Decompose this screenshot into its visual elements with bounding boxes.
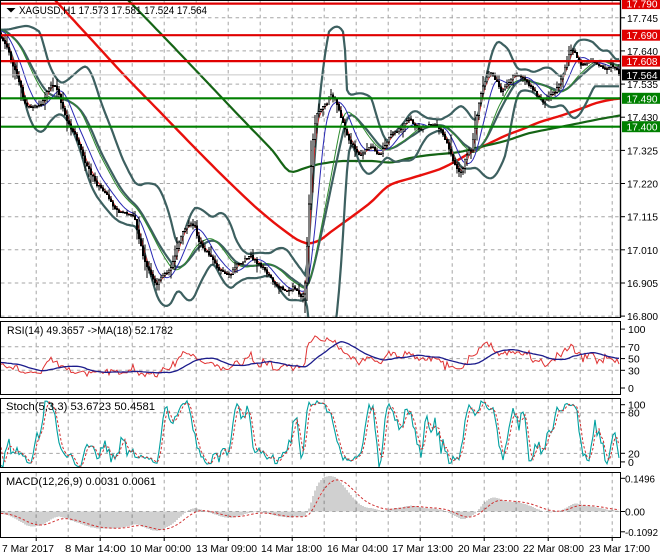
- svg-text:17.535: 17.535: [627, 79, 658, 91]
- svg-text:100: 100: [628, 400, 646, 412]
- svg-text:0.00: 0.00: [625, 507, 645, 519]
- svg-text:17.010: 17.010: [627, 245, 658, 257]
- svg-text:10 Mar 00:00: 10 Mar 00:00: [130, 543, 191, 555]
- svg-text:17.608: 17.608: [627, 56, 658, 68]
- svg-text:0: 0: [628, 383, 634, 395]
- svg-text:17.745: 17.745: [627, 13, 658, 25]
- svg-text:8 Mar 14:00: 8 Mar 14:00: [65, 543, 126, 555]
- svg-text:30: 30: [628, 365, 640, 377]
- svg-text:50: 50: [628, 354, 640, 366]
- svg-text:17.325: 17.325: [627, 145, 658, 157]
- svg-text:7 Mar 2017: 7 Mar 2017: [2, 543, 54, 555]
- svg-text:70: 70: [628, 342, 640, 354]
- svg-text:17.490: 17.490: [627, 93, 658, 105]
- svg-text:20: 20: [628, 448, 640, 460]
- svg-text:17.640: 17.640: [627, 46, 658, 58]
- svg-text:14 Mar 18:00: 14 Mar 18:00: [261, 543, 322, 555]
- svg-text:16.905: 16.905: [627, 278, 658, 290]
- svg-text:20 Mar 23:00: 20 Mar 23:00: [458, 543, 519, 555]
- svg-text:17.220: 17.220: [627, 179, 658, 191]
- svg-text:13 Mar 09:00: 13 Mar 09:00: [196, 543, 257, 555]
- svg-text:RSI(14) 49.3657 ->MA(18) 52.1: RSI(14) 49.3657 ->MA(18) 52.1782: [7, 325, 173, 337]
- svg-text:80: 80: [628, 408, 640, 420]
- svg-text:Stoch(5,3,3) 53.6723 50.4581: Stoch(5,3,3) 53.6723 50.4581: [6, 401, 155, 413]
- svg-text:22 Mar 08:00: 22 Mar 08:00: [523, 543, 584, 555]
- svg-text:17.690: 17.690: [627, 30, 658, 42]
- svg-text:100: 100: [628, 324, 646, 336]
- svg-text:23 Mar 17:00: 23 Mar 17:00: [589, 543, 650, 555]
- svg-text:17.564: 17.564: [627, 70, 658, 82]
- svg-text:0.1496: 0.1496: [625, 473, 655, 485]
- svg-text:17.115: 17.115: [627, 212, 658, 224]
- svg-text:0: 0: [628, 457, 634, 469]
- svg-text:17 Mar 13:00: 17 Mar 13:00: [392, 543, 453, 555]
- svg-text:16 Mar 04:00: 16 Mar 04:00: [327, 543, 388, 555]
- svg-text:17.790: 17.790: [627, 0, 658, 11]
- svg-text:XAGUSD,H1 17.573 17.581 17.52: XAGUSD,H1 17.573 17.581 17.524 17.564: [19, 5, 207, 17]
- svg-text:MACD(12,26,9) 0.0031 0.0061: MACD(12,26,9) 0.0031 0.0061: [6, 476, 156, 488]
- svg-text:-0.1092: -0.1092: [625, 527, 658, 539]
- svg-text:16.800: 16.800: [627, 311, 658, 323]
- svg-text:17.400: 17.400: [627, 122, 658, 134]
